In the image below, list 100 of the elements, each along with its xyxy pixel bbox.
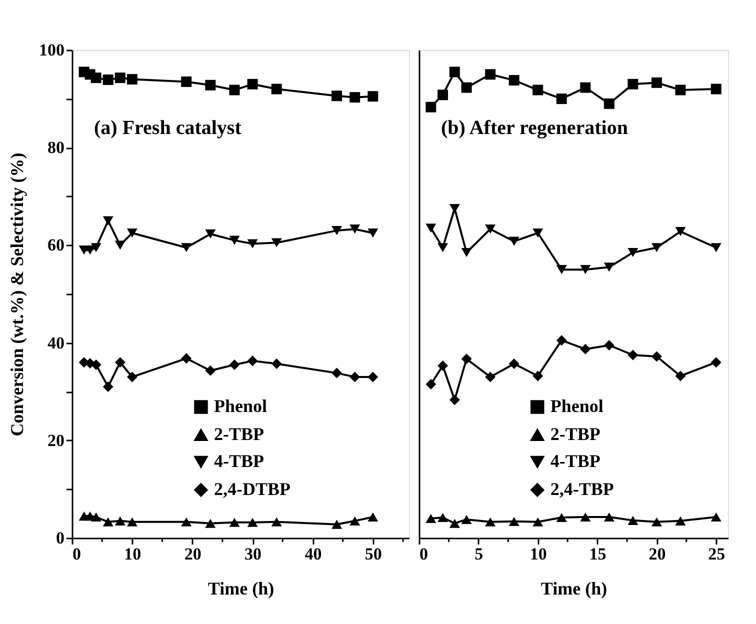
x-tick-label: 10 bbox=[124, 544, 142, 564]
x-tick-label: 40 bbox=[304, 544, 322, 564]
point bbox=[508, 236, 520, 246]
point bbox=[126, 74, 138, 85]
point bbox=[205, 80, 216, 90]
point bbox=[485, 372, 496, 382]
point bbox=[126, 517, 138, 526]
legend-label: Phenol bbox=[550, 396, 604, 416]
point bbox=[350, 224, 360, 234]
point bbox=[229, 236, 240, 245]
point bbox=[102, 216, 114, 226]
point bbox=[461, 248, 472, 258]
point bbox=[556, 512, 567, 522]
point bbox=[181, 517, 192, 526]
point bbox=[368, 91, 378, 102]
point bbox=[181, 353, 192, 364]
point bbox=[651, 351, 662, 362]
point bbox=[90, 72, 102, 84]
legend-label: 2-TBP bbox=[214, 424, 264, 444]
point bbox=[580, 344, 591, 354]
point bbox=[532, 370, 544, 382]
x-axis-title: Time (h) bbox=[540, 578, 608, 598]
y-tick-label: 80 bbox=[48, 138, 64, 158]
point bbox=[438, 90, 448, 100]
point bbox=[114, 516, 126, 526]
x-tick-label: 10 bbox=[530, 544, 547, 564]
point bbox=[90, 360, 102, 370]
point bbox=[438, 512, 448, 522]
point bbox=[604, 262, 614, 272]
point bbox=[710, 357, 722, 368]
annotation: (b) After regeneration bbox=[441, 117, 628, 139]
point bbox=[90, 243, 102, 252]
point bbox=[247, 239, 258, 248]
point bbox=[114, 72, 126, 84]
point bbox=[332, 368, 342, 378]
point bbox=[485, 69, 496, 80]
point bbox=[229, 84, 240, 96]
point bbox=[604, 512, 614, 522]
x-tick-label: 25 bbox=[708, 544, 726, 564]
point bbox=[426, 224, 436, 233]
annotation: (a) Fresh catalyst bbox=[94, 117, 242, 139]
point bbox=[368, 228, 378, 238]
point bbox=[126, 228, 138, 238]
point bbox=[710, 84, 722, 94]
point bbox=[114, 240, 126, 250]
point bbox=[114, 357, 126, 368]
point bbox=[368, 512, 378, 522]
point bbox=[508, 358, 520, 370]
point bbox=[675, 516, 686, 526]
point bbox=[449, 204, 460, 214]
point bbox=[628, 516, 638, 525]
point bbox=[368, 372, 378, 382]
legend-label: 4-TBP bbox=[214, 450, 264, 471]
point bbox=[449, 394, 460, 406]
x-tick-label: 50 bbox=[364, 544, 382, 564]
y-tick-label: 0 bbox=[56, 528, 64, 548]
point bbox=[332, 226, 342, 236]
point bbox=[438, 243, 448, 252]
legend-label: Phenol bbox=[214, 396, 267, 416]
point bbox=[102, 74, 114, 86]
point bbox=[449, 66, 460, 78]
point bbox=[556, 94, 567, 104]
point bbox=[332, 520, 342, 529]
point bbox=[556, 335, 567, 346]
y-tick-label: 60 bbox=[48, 236, 64, 255]
point bbox=[628, 248, 638, 258]
y-tick-label: 40 bbox=[48, 333, 64, 352]
point bbox=[126, 372, 138, 382]
point bbox=[426, 514, 436, 524]
point bbox=[651, 243, 662, 252]
point bbox=[247, 518, 258, 527]
point bbox=[332, 90, 342, 102]
x-tick-label: 20 bbox=[184, 544, 202, 564]
point bbox=[485, 517, 496, 526]
point bbox=[580, 512, 591, 522]
point bbox=[651, 517, 662, 526]
point bbox=[350, 372, 360, 382]
legend-label: 2,4-DTBP bbox=[214, 478, 290, 499]
point bbox=[461, 514, 472, 524]
point bbox=[580, 82, 591, 93]
x-tick-label: 0 bbox=[72, 544, 81, 564]
point bbox=[604, 340, 614, 350]
point bbox=[181, 243, 192, 252]
point bbox=[205, 518, 216, 528]
point bbox=[271, 358, 282, 370]
point bbox=[675, 226, 686, 236]
y-tick-label: 100 bbox=[39, 40, 64, 60]
point bbox=[426, 102, 436, 112]
x-axis-title: Time (h) bbox=[208, 578, 274, 598]
legend-label: 2-TBP bbox=[550, 424, 600, 444]
point bbox=[350, 92, 360, 103]
point bbox=[532, 84, 544, 96]
point bbox=[350, 516, 360, 526]
point bbox=[102, 517, 114, 526]
point bbox=[675, 84, 686, 96]
x-tick-label: 0 bbox=[420, 544, 428, 564]
legend-label: 4-TBP bbox=[550, 450, 600, 471]
point bbox=[229, 360, 240, 370]
point bbox=[247, 78, 258, 90]
point bbox=[508, 516, 520, 526]
